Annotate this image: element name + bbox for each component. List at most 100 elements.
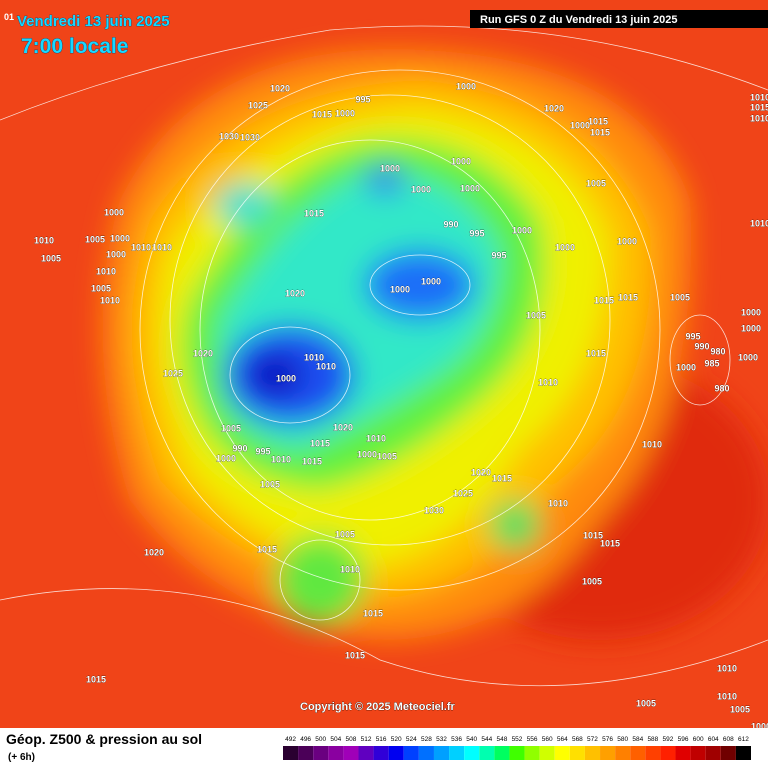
legend-label: 580 — [617, 736, 628, 743]
pressure-label: 1000 — [110, 233, 130, 243]
map-field — [0, 0, 768, 728]
pressure-label: 1020 — [193, 348, 213, 358]
pressure-label: 1025 — [248, 100, 268, 110]
pressure-label: 1005 — [586, 178, 606, 188]
legend-swatch — [509, 746, 525, 760]
legend-swatch — [373, 746, 389, 760]
pressure-label: 995 — [255, 446, 270, 456]
pressure-label: 1000 — [570, 120, 590, 130]
legend-swatch — [298, 746, 314, 760]
legend-swatch — [449, 746, 465, 760]
legend-label: 560 — [542, 736, 553, 743]
pressure-label: 1010 — [750, 92, 768, 102]
pressure-label: 990 — [694, 341, 709, 351]
pressure-label: 995 — [491, 250, 506, 260]
legend-label: 536 — [451, 736, 462, 743]
footer-step: (+ 6h) — [8, 752, 35, 763]
legend-swatch — [569, 746, 585, 760]
pressure-label: 1015 — [86, 674, 106, 684]
pressure-label: 1005 — [85, 234, 105, 244]
legend-label: 592 — [663, 736, 674, 743]
pressure-label: 1010 — [34, 235, 54, 245]
legend-swatch — [433, 746, 450, 760]
pressure-label: 995 — [685, 331, 700, 341]
pressure-label: 1015 — [345, 650, 365, 660]
pressure-label: 1010 — [548, 498, 568, 508]
pressure-label: 1010 — [96, 266, 116, 276]
pressure-label: 1005 — [636, 698, 656, 708]
pressure-label: 1000 — [460, 183, 480, 193]
legend-label: 520 — [391, 736, 402, 743]
legend-label: 600 — [693, 736, 704, 743]
legend-swatch — [675, 746, 691, 760]
pressure-label: 990 — [443, 219, 458, 229]
pressure-label: 1030 — [240, 132, 260, 142]
pressure-label: 1000 — [751, 721, 768, 731]
pressure-label: 1000 — [216, 453, 236, 463]
pressure-label: 1010 — [131, 242, 151, 252]
legend-label: 544 — [481, 736, 492, 743]
pressure-label: 1000 — [676, 362, 696, 372]
pressure-label: 1010 — [304, 352, 324, 362]
pressure-label: 1000 — [335, 108, 355, 118]
pressure-label: 1015 — [583, 530, 603, 540]
legend-label: 564 — [557, 736, 568, 743]
pressure-label: 1030 — [424, 505, 444, 515]
pressure-label: 1000 — [738, 352, 758, 362]
legend-label: 596 — [678, 736, 689, 743]
pressure-label: 1015 — [363, 608, 383, 618]
legend-swatch — [705, 746, 721, 760]
pressure-label: 1010 — [538, 377, 558, 387]
legend: 492 496 500 504 508 512 516 520 524 528 532 536 540 5… — [283, 736, 751, 760]
legend-label: 504 — [330, 736, 341, 743]
pressure-label: 1015 — [588, 116, 608, 126]
pressure-label: 1010 — [340, 564, 360, 574]
pressure-label: 1000 — [555, 242, 575, 252]
pressure-label: 1000 — [380, 163, 400, 173]
pressure-label: 995 — [355, 94, 370, 104]
pressure-label: 1005 — [260, 479, 280, 489]
pressure-label: 1005 — [335, 529, 355, 539]
legend-label: 524 — [406, 736, 417, 743]
pressure-label: 1005 — [221, 423, 241, 433]
pressure-label: 1005 — [670, 292, 690, 302]
legend-swatch — [358, 746, 374, 760]
pressure-label: 1000 — [411, 184, 431, 194]
pressure-label: 1015 — [618, 292, 638, 302]
legend-label: 516 — [376, 736, 387, 743]
legend-swatch — [313, 746, 329, 760]
pressure-label: 1030 — [219, 131, 239, 141]
pressure-label: 1010 — [100, 295, 120, 305]
pressure-label: 1025 — [453, 488, 473, 498]
legend-swatch — [660, 746, 676, 760]
legend-label: 500 — [315, 736, 326, 743]
legend-swatch — [584, 746, 601, 760]
pressure-label: 1010 — [717, 663, 737, 673]
legend-label: 548 — [496, 736, 507, 743]
legend-label: 496 — [300, 736, 311, 743]
pressure-label: 1010 — [152, 242, 172, 252]
date: Vendredi 13 juin 2025 — [17, 13, 170, 30]
legend-swatch — [539, 746, 555, 760]
legend-label: 492 — [285, 736, 296, 743]
legend-swatch — [464, 746, 480, 760]
pressure-label: 1020 — [471, 467, 491, 477]
pressure-label: 1015 — [750, 102, 768, 112]
legend-label: 508 — [346, 736, 357, 743]
run-info: Run GFS 0 Z du Vendredi 13 juin 2025 — [480, 14, 677, 26]
pressure-label: 980 — [710, 346, 725, 356]
pressure-label: 1000 — [456, 81, 476, 91]
legend-label: 576 — [602, 736, 613, 743]
pressure-label: 1000 — [106, 249, 126, 259]
legend-swatch — [343, 746, 359, 760]
pressure-label: 990 — [232, 443, 247, 453]
copyright: Copyright © 2025 Meteociel.fr — [300, 701, 456, 713]
pressure-label: 1005 — [41, 253, 61, 263]
pressure-label: 1000 — [512, 225, 532, 235]
legend-swatch — [403, 746, 419, 760]
legend-label: 540 — [466, 736, 477, 743]
pressure-label: 1015 — [590, 127, 610, 137]
pressure-label: 1010 — [750, 113, 768, 123]
